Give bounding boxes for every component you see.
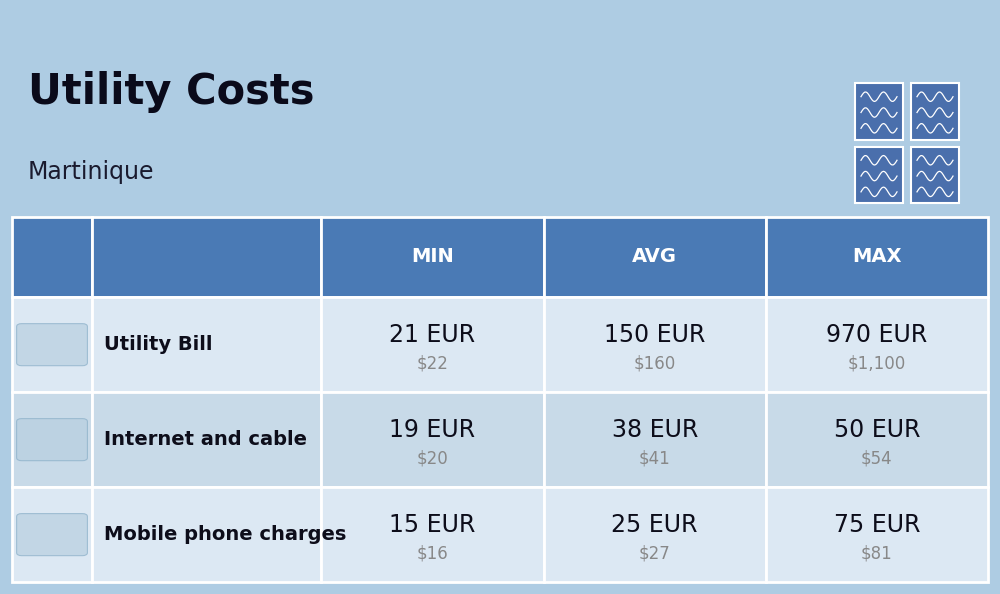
Text: $20: $20: [417, 449, 448, 467]
Text: $160: $160: [634, 354, 676, 372]
FancyBboxPatch shape: [544, 392, 766, 487]
Text: $22: $22: [417, 354, 448, 372]
Text: $1,100: $1,100: [848, 354, 906, 372]
FancyBboxPatch shape: [17, 514, 87, 555]
Text: 75 EUR: 75 EUR: [834, 513, 920, 537]
FancyBboxPatch shape: [321, 392, 544, 487]
Text: 15 EUR: 15 EUR: [389, 513, 476, 537]
FancyBboxPatch shape: [766, 487, 988, 582]
Text: Internet and cable: Internet and cable: [104, 430, 307, 449]
FancyBboxPatch shape: [17, 324, 87, 366]
FancyBboxPatch shape: [911, 147, 959, 203]
FancyBboxPatch shape: [17, 419, 87, 461]
FancyBboxPatch shape: [12, 487, 92, 582]
Text: MIN: MIN: [411, 248, 454, 267]
Text: $27: $27: [639, 544, 671, 562]
FancyBboxPatch shape: [92, 217, 321, 297]
FancyBboxPatch shape: [766, 297, 988, 392]
FancyBboxPatch shape: [12, 392, 92, 487]
Text: $54: $54: [861, 449, 893, 467]
FancyBboxPatch shape: [92, 392, 321, 487]
Text: $81: $81: [861, 544, 893, 562]
FancyBboxPatch shape: [92, 297, 321, 392]
FancyBboxPatch shape: [544, 217, 766, 297]
FancyBboxPatch shape: [766, 217, 988, 297]
FancyBboxPatch shape: [855, 147, 903, 203]
Text: AVG: AVG: [632, 248, 677, 267]
FancyBboxPatch shape: [911, 83, 959, 140]
Text: Utility Costs: Utility Costs: [28, 71, 314, 113]
FancyBboxPatch shape: [544, 297, 766, 392]
FancyBboxPatch shape: [321, 487, 544, 582]
Text: 50 EUR: 50 EUR: [834, 418, 920, 442]
Text: 19 EUR: 19 EUR: [389, 418, 476, 442]
FancyBboxPatch shape: [12, 217, 92, 297]
Text: MAX: MAX: [852, 248, 902, 267]
FancyBboxPatch shape: [766, 392, 988, 487]
Text: 21 EUR: 21 EUR: [389, 323, 476, 347]
FancyBboxPatch shape: [855, 83, 903, 140]
FancyBboxPatch shape: [321, 297, 544, 392]
FancyBboxPatch shape: [92, 487, 321, 582]
Text: Martinique: Martinique: [28, 160, 154, 184]
Text: Mobile phone charges: Mobile phone charges: [104, 525, 346, 544]
Text: Utility Bill: Utility Bill: [104, 335, 213, 354]
Text: $16: $16: [417, 544, 448, 562]
Text: 970 EUR: 970 EUR: [826, 323, 928, 347]
Text: 150 EUR: 150 EUR: [604, 323, 705, 347]
FancyBboxPatch shape: [12, 297, 92, 392]
Text: $41: $41: [639, 449, 671, 467]
FancyBboxPatch shape: [544, 487, 766, 582]
FancyBboxPatch shape: [321, 217, 544, 297]
Text: 25 EUR: 25 EUR: [611, 513, 698, 537]
Text: 38 EUR: 38 EUR: [612, 418, 698, 442]
